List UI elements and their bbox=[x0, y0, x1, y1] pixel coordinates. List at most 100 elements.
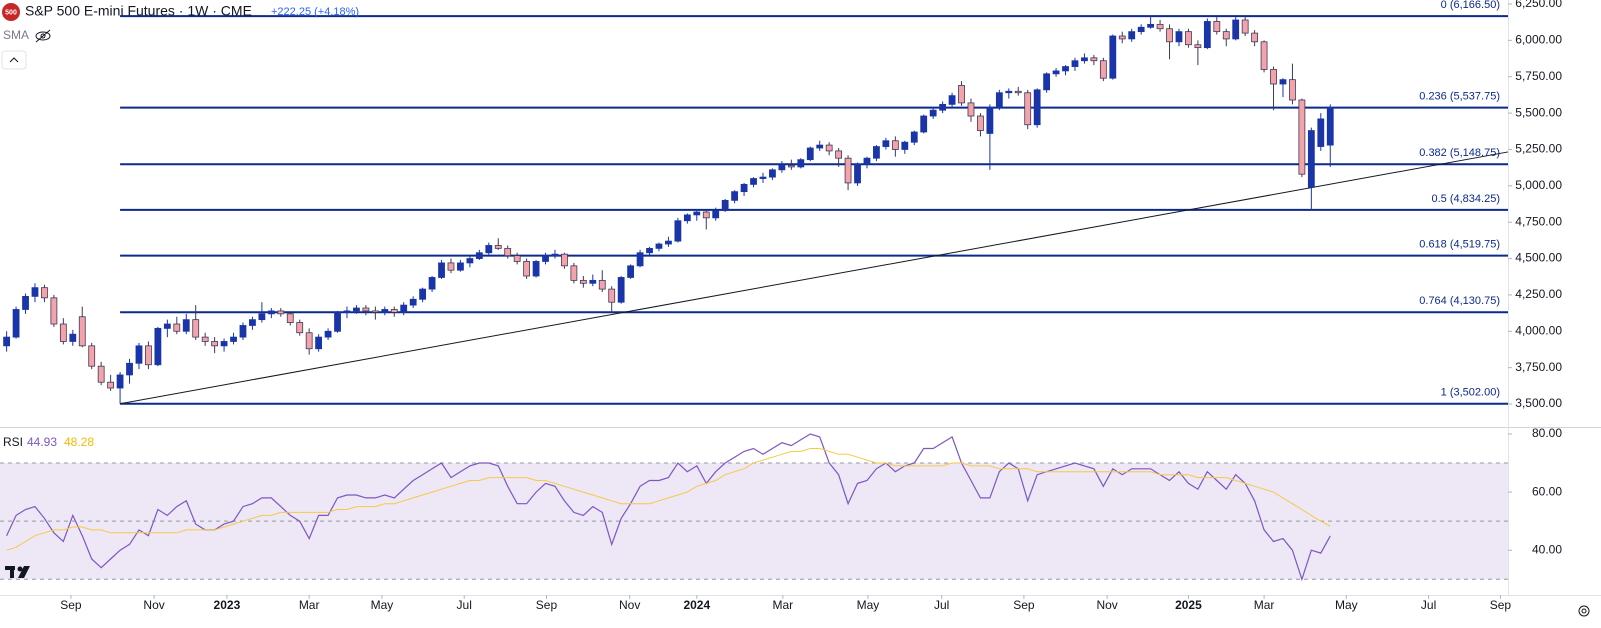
indicator-label[interactable]: SMA bbox=[3, 28, 29, 42]
candle-body bbox=[107, 381, 115, 389]
candle-body bbox=[674, 220, 682, 242]
candle-body bbox=[759, 176, 767, 179]
candle-body bbox=[145, 345, 152, 366]
fib-label: 0 (6,166.50) bbox=[1441, 0, 1500, 11]
candle-body bbox=[1213, 21, 1221, 33]
candle-body bbox=[806, 147, 814, 161]
candle-body bbox=[353, 307, 360, 312]
candle-body bbox=[1052, 70, 1060, 75]
eye-icon[interactable] bbox=[35, 29, 51, 43]
x-tick-label: May bbox=[857, 598, 880, 612]
candle-body bbox=[787, 165, 795, 168]
candle-body bbox=[1279, 79, 1287, 85]
y-tick-label: 4,500.00 bbox=[1515, 251, 1562, 265]
candle-body bbox=[683, 214, 691, 222]
y-tick-label: 40.00 bbox=[1532, 542, 1562, 556]
candle-body bbox=[126, 362, 133, 376]
candle-body bbox=[731, 191, 739, 201]
candle-body bbox=[31, 287, 39, 297]
candle-body bbox=[59, 323, 67, 342]
candle-body bbox=[1014, 90, 1022, 94]
candle-body bbox=[267, 310, 275, 315]
x-tick-label: Nov bbox=[619, 598, 640, 612]
candle-body bbox=[163, 323, 171, 329]
y-tick-label: 6,000.00 bbox=[1515, 33, 1562, 47]
rsi-title[interactable]: RSI bbox=[3, 435, 23, 449]
candle-body bbox=[835, 150, 843, 159]
candle-body bbox=[457, 262, 464, 271]
y-tick-label: 5,500.00 bbox=[1515, 105, 1562, 119]
candle-body bbox=[721, 199, 729, 211]
candle-body bbox=[901, 141, 909, 150]
candle-body bbox=[1033, 89, 1041, 126]
collapse-button[interactable] bbox=[1, 50, 27, 70]
x-tick-label: Sep bbox=[60, 598, 82, 612]
candle-body bbox=[201, 336, 209, 342]
candle-body bbox=[135, 345, 143, 364]
candle-body bbox=[627, 265, 635, 278]
y-tick-label: 4,750.00 bbox=[1515, 214, 1562, 228]
y-tick-label: 4,250.00 bbox=[1515, 287, 1562, 301]
candle-body bbox=[608, 288, 616, 303]
candle-body bbox=[532, 261, 540, 277]
candle-body bbox=[1062, 66, 1069, 72]
candle-body bbox=[390, 309, 398, 313]
candle-body bbox=[286, 313, 294, 323]
candle-body bbox=[1005, 90, 1013, 94]
candle-body bbox=[1071, 60, 1079, 67]
candle-body bbox=[249, 319, 256, 326]
x-tick-label: 2025 bbox=[1175, 598, 1202, 612]
candle-body bbox=[1081, 57, 1088, 62]
tradingview-logo[interactable] bbox=[5, 566, 30, 578]
x-tick-label: Mar bbox=[773, 598, 794, 612]
candle-body bbox=[343, 310, 351, 313]
candle-body bbox=[523, 261, 531, 277]
candle-body bbox=[646, 247, 653, 254]
fib-label: 1 (3,502.00) bbox=[1441, 387, 1500, 399]
settings-icon[interactable] bbox=[1578, 605, 1590, 617]
candle-body bbox=[1156, 23, 1164, 30]
candle-body bbox=[12, 309, 20, 338]
candle-body bbox=[381, 309, 389, 313]
candle-body bbox=[438, 262, 445, 278]
candle-body bbox=[920, 115, 928, 133]
candle-body bbox=[409, 298, 417, 306]
candle-body bbox=[1024, 92, 1032, 126]
y-tick-label: 60.00 bbox=[1532, 484, 1562, 498]
candle-body bbox=[891, 140, 899, 150]
candle-body bbox=[192, 319, 200, 338]
candle-body bbox=[371, 310, 379, 313]
candle-body bbox=[116, 374, 124, 389]
y-tick-label: 4,000.00 bbox=[1515, 323, 1562, 337]
candle-body bbox=[211, 341, 219, 347]
x-tick-label: Nov bbox=[143, 598, 164, 612]
chart-title[interactable]: S&P 500 E-mini Futures · 1W · CME bbox=[25, 3, 252, 19]
fib-label: 0.618 (4,519.75) bbox=[1419, 239, 1500, 251]
candle-body bbox=[3, 336, 11, 347]
candle-body bbox=[825, 144, 833, 152]
candle-body bbox=[958, 85, 965, 104]
candle-body bbox=[939, 103, 947, 111]
candle-body bbox=[929, 109, 937, 117]
symbol-badge[interactable] bbox=[2, 3, 20, 21]
fib-label: 0.5 (4,834.25) bbox=[1432, 193, 1501, 205]
candle-body bbox=[967, 102, 975, 117]
candle-body bbox=[1270, 69, 1277, 85]
candle-body bbox=[1203, 21, 1211, 49]
candle-body bbox=[617, 277, 625, 303]
candle-body bbox=[863, 157, 871, 165]
candle-body bbox=[1326, 106, 1334, 146]
candle-body bbox=[419, 288, 427, 300]
candle-body bbox=[1232, 19, 1240, 40]
candle-body bbox=[561, 253, 568, 267]
candle-body bbox=[485, 245, 493, 254]
candle-body bbox=[1317, 118, 1325, 147]
candle-body bbox=[797, 159, 805, 168]
candle-body bbox=[665, 240, 672, 245]
y-tick-label: 3,500.00 bbox=[1515, 396, 1562, 410]
rsi-value: 44.93 bbox=[27, 435, 57, 449]
candle-body bbox=[986, 106, 994, 134]
candle-body bbox=[315, 336, 323, 350]
x-tick-label: Sep bbox=[1490, 598, 1512, 612]
